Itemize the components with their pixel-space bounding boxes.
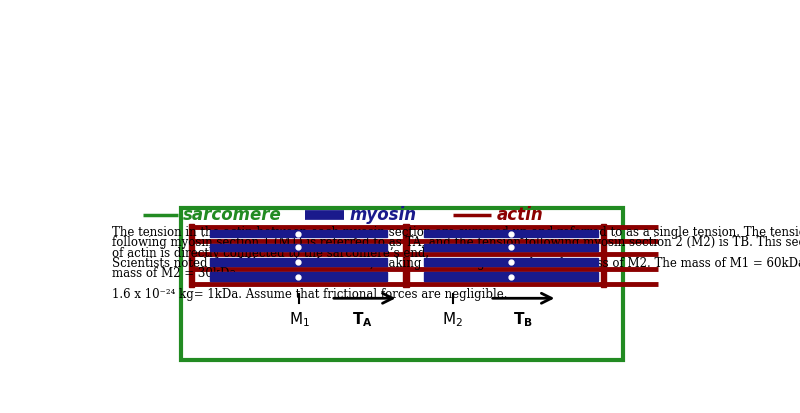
Bar [601, 223, 606, 287]
Bar [424, 230, 598, 237]
Bar [403, 223, 409, 287]
Bar [189, 223, 194, 287]
Text: actin: actin [497, 206, 543, 224]
Bar [424, 244, 598, 251]
Text: T$_\mathregular{B}$: T$_\mathregular{B}$ [513, 310, 533, 328]
Text: of actin is directly connected to the sarcomere’s end.: of actin is directly connected to the sa… [112, 247, 429, 260]
Text: M$_2$: M$_2$ [442, 310, 463, 328]
Bar [210, 273, 386, 281]
Text: 1.6 x 10⁻²⁴ kg= 1kDa. Assume that frictional forces are negligible.: 1.6 x 10⁻²⁴ kg= 1kDa. Assume that fricti… [112, 288, 507, 301]
Text: sarcomere: sarcomere [183, 206, 282, 224]
Text: following myosin section 1 (M1) is referred to as TA, and the tension following : following myosin section 1 (M1) is refer… [112, 236, 800, 249]
Text: Scientists noted that M1 contained a tumor, making its mass greater than the mas: Scientists noted that M1 contained a tum… [112, 257, 800, 270]
Text: myosin: myosin [350, 206, 417, 224]
Bar [182, 208, 623, 360]
Text: mass of M2 = 30kDa.: mass of M2 = 30kDa. [112, 268, 240, 280]
Text: The tension in the actin between each myosin section are summed up and referred : The tension in the actin between each my… [112, 226, 800, 239]
Bar [210, 244, 386, 251]
Bar [424, 258, 598, 266]
Text: T$_\mathregular{A}$: T$_\mathregular{A}$ [351, 310, 372, 328]
Bar [210, 230, 386, 237]
Bar [424, 273, 598, 281]
Text: M$_1$: M$_1$ [289, 310, 310, 328]
Bar [210, 258, 386, 266]
